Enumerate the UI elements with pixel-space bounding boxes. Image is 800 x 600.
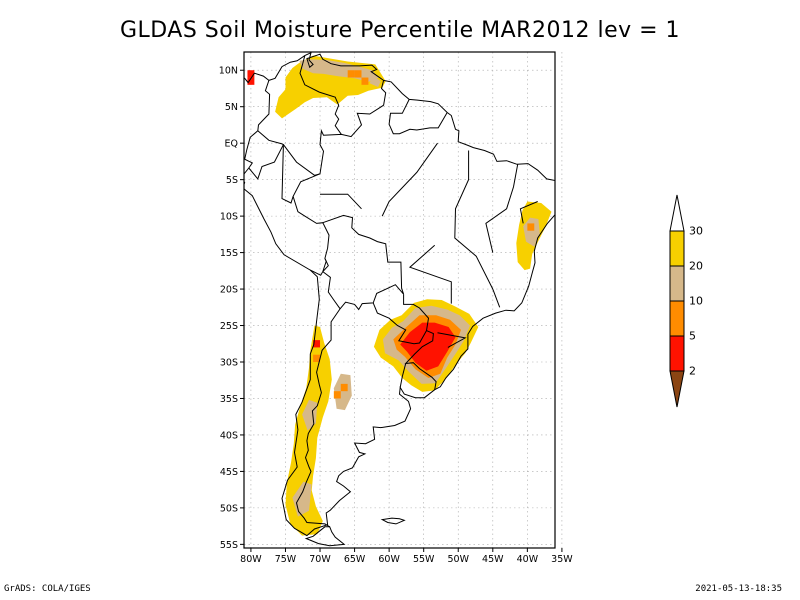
coastline-south-america	[244, 52, 555, 537]
border-bolivia	[322, 214, 405, 311]
latitude-labels: 10N 5N EQ 5S 10S 15S 20S 25S 30S 35S 40S 45S 50S 55S	[219, 66, 244, 551]
map-frame	[243, 51, 556, 549]
lon-tick-label: 45W	[482, 554, 504, 565]
lat-tick-label: 15S	[220, 248, 238, 259]
state-border-brazil-e	[320, 193, 362, 210]
legend-above-triangle	[669, 194, 685, 232]
shading-ne-brazil-tan	[523, 217, 540, 247]
state-border-brazil-g	[437, 332, 467, 348]
legend-label: 30	[689, 225, 703, 238]
anomaly-cell	[347, 70, 355, 78]
anomaly-cell	[333, 391, 341, 399]
anomaly-cell	[247, 77, 255, 85]
soil-moisture-shading	[247, 55, 552, 536]
lon-tick-label: 35W	[551, 554, 573, 565]
legend-band	[669, 265, 685, 302]
footer-credit: GrADS: COLA/IGES	[4, 584, 91, 594]
graticule	[244, 52, 563, 548]
border-ecuador	[248, 130, 285, 180]
coastline-tierra-del-fuego	[304, 526, 346, 547]
shading-south-red	[400, 322, 456, 371]
lat-tick-label: 45S	[220, 467, 238, 478]
border-guianas	[388, 99, 448, 135]
lat-tick-label: 25S	[220, 321, 238, 332]
border-peru-colombia	[282, 144, 321, 176]
border-paraguay	[372, 294, 430, 345]
lat-tick-label: 5S	[226, 175, 238, 186]
border-andes-east	[292, 80, 387, 272]
chart-title: GLDAS Soil Moisture Percentile MAR2012 l…	[119, 18, 681, 43]
border-peru-chile	[310, 258, 327, 276]
longitude-labels: 80W 75W 70W 65W 60W 55W 50W 45W 40W 35W	[240, 548, 573, 565]
lat-tick-label: 10N	[219, 66, 238, 77]
lat-tick-label: 30S	[220, 358, 238, 369]
coastline-panama	[244, 72, 270, 84]
lat-tick-label: 10S	[220, 212, 238, 223]
anomaly-cell	[340, 383, 348, 392]
state-border-brazil-b	[485, 164, 519, 253]
anomaly-cell	[527, 223, 535, 231]
lon-tick-label: 60W	[378, 554, 400, 565]
lat-tick-label: 5N	[225, 102, 238, 113]
lon-tick-label: 50W	[448, 554, 470, 565]
color-legend: 30 20 10 5 2	[669, 194, 703, 408]
footer-timestamp: 2021-05-13-18:35	[695, 584, 782, 594]
shading-cuyo-tan	[333, 373, 352, 411]
anomaly-cell	[361, 77, 369, 85]
state-border-brazil-d	[381, 142, 438, 217]
border-uruguay-argentina	[399, 363, 407, 388]
lat-tick-label: 35S	[220, 394, 238, 405]
legend-band	[669, 230, 685, 267]
lat-tick-label: 55S	[220, 540, 238, 551]
anomaly-cell	[313, 354, 321, 362]
country-borders	[244, 52, 555, 547]
lon-tick-label: 40W	[517, 554, 539, 565]
legend-band	[669, 335, 685, 372]
border-peru-interior	[281, 144, 294, 204]
lon-tick-label: 65W	[344, 554, 366, 565]
legend-below-triangle	[669, 370, 685, 408]
state-border-brazil-f	[408, 244, 452, 304]
state-border-brazil-a	[454, 150, 501, 308]
lon-tick-label: 70W	[309, 554, 331, 565]
coastline-falklands	[380, 517, 406, 525]
lat-tick-label: 20S	[220, 285, 238, 296]
state-border-brazil-c	[519, 201, 538, 224]
anomaly-cell	[247, 70, 255, 78]
border-colombia-venezuela	[299, 55, 342, 135]
legend-label: 20	[689, 260, 703, 273]
lat-tick-label: 50S	[220, 503, 238, 514]
lon-tick-label: 80W	[240, 554, 262, 565]
legend-label: 5	[689, 330, 696, 343]
lon-tick-label: 75W	[275, 554, 297, 565]
shading-andes	[285, 325, 332, 536]
shading-delta-tan	[369, 74, 381, 87]
lat-tick-label: EQ	[225, 139, 238, 150]
legend-band	[669, 300, 685, 337]
border-chile-argentina	[295, 271, 341, 528]
anomaly-cell	[354, 70, 362, 78]
legend-label: 10	[689, 295, 703, 308]
lat-tick-label: 40S	[220, 430, 238, 441]
anomaly-cell	[313, 340, 321, 348]
legend-label: 2	[689, 365, 696, 378]
lon-tick-label: 55W	[413, 554, 435, 565]
